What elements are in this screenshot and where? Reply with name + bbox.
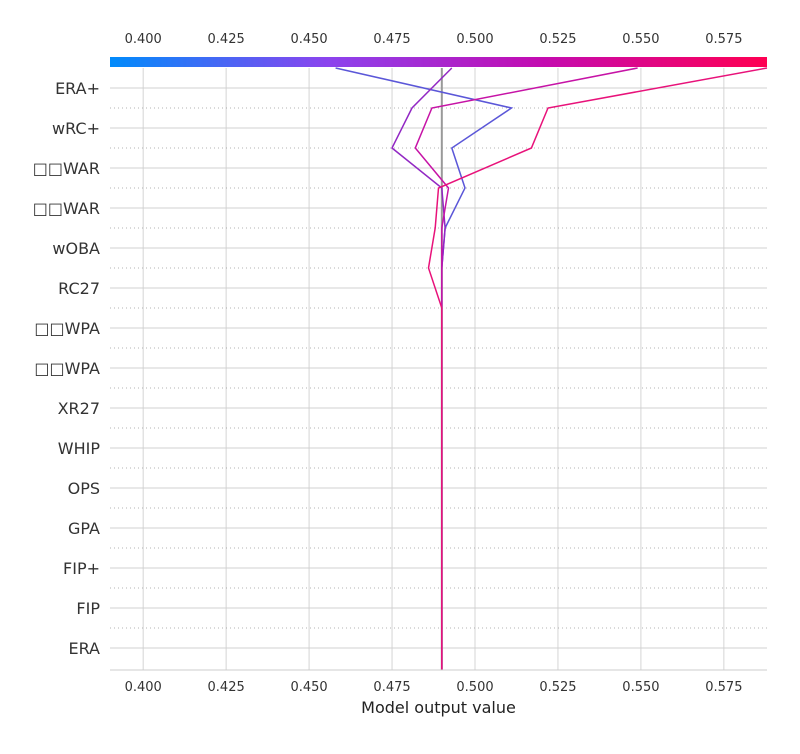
x-tick-label: 0.425 <box>208 680 245 695</box>
colorbar-tick-label: 0.425 <box>208 32 245 47</box>
x-tick-label: 0.450 <box>290 680 327 695</box>
feature-label: wOBA <box>52 239 100 258</box>
feature-label: GPA <box>68 519 100 538</box>
feature-label: OPS <box>68 479 100 498</box>
feature-label: □□WAR <box>33 199 100 218</box>
colorbar-tick-label: 0.550 <box>622 32 659 47</box>
decision-line <box>427 67 768 670</box>
grid <box>110 68 767 670</box>
x-tick-label: 0.500 <box>456 680 493 695</box>
colorbar-tick-label: 0.400 <box>125 32 162 47</box>
feature-label: RC27 <box>58 279 100 298</box>
feature-label: wRC+ <box>52 119 100 138</box>
x-axis: 0.400 0.425 0.450 0.475 0.500 0.525 0.550 0.575… <box>110 669 767 717</box>
feature-label: □□WAR <box>33 159 100 178</box>
feature-label: □□WPA <box>34 359 100 378</box>
decision-line <box>391 67 453 670</box>
colorbar-tick-label: 0.575 <box>705 32 742 47</box>
feature-label: □□WPA <box>34 319 100 338</box>
feature-labels: ERA+ wRC+ □□WAR □□WAR wOBA RC27 □□WPA □□WPA XR27… <box>33 79 101 658</box>
feature-label: XR27 <box>58 399 100 418</box>
colorbar-tick-label: 0.525 <box>539 32 576 47</box>
colorbar: 0.400 0.425 0.450 0.475 0.500 0.525 0.550 0.575 <box>110 32 767 67</box>
decision-lines <box>335 67 768 670</box>
colorbar-gradient <box>110 57 767 67</box>
feature-label: ERA <box>68 639 100 658</box>
colorbar-tick-label: 0.475 <box>373 32 410 47</box>
x-tick-label: 0.550 <box>622 680 659 695</box>
x-axis-title: Model output value <box>361 698 516 717</box>
feature-label: FIP+ <box>63 559 100 578</box>
x-tick-label: 0.400 <box>125 680 162 695</box>
feature-label: WHIP <box>58 439 101 458</box>
colorbar-tick-label: 0.500 <box>456 32 493 47</box>
feature-label: ERA+ <box>55 79 100 98</box>
x-tick-label: 0.525 <box>539 680 576 695</box>
x-tick-label: 0.475 <box>373 680 410 695</box>
colorbar-tick-label: 0.450 <box>290 32 327 47</box>
feature-label: FIP <box>76 599 100 618</box>
x-tick-label: 0.575 <box>705 680 742 695</box>
decision-line <box>414 67 638 670</box>
